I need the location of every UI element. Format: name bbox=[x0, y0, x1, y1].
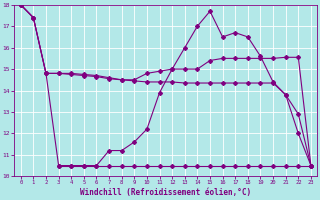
X-axis label: Windchill (Refroidissement éolien,°C): Windchill (Refroidissement éolien,°C) bbox=[80, 188, 252, 197]
